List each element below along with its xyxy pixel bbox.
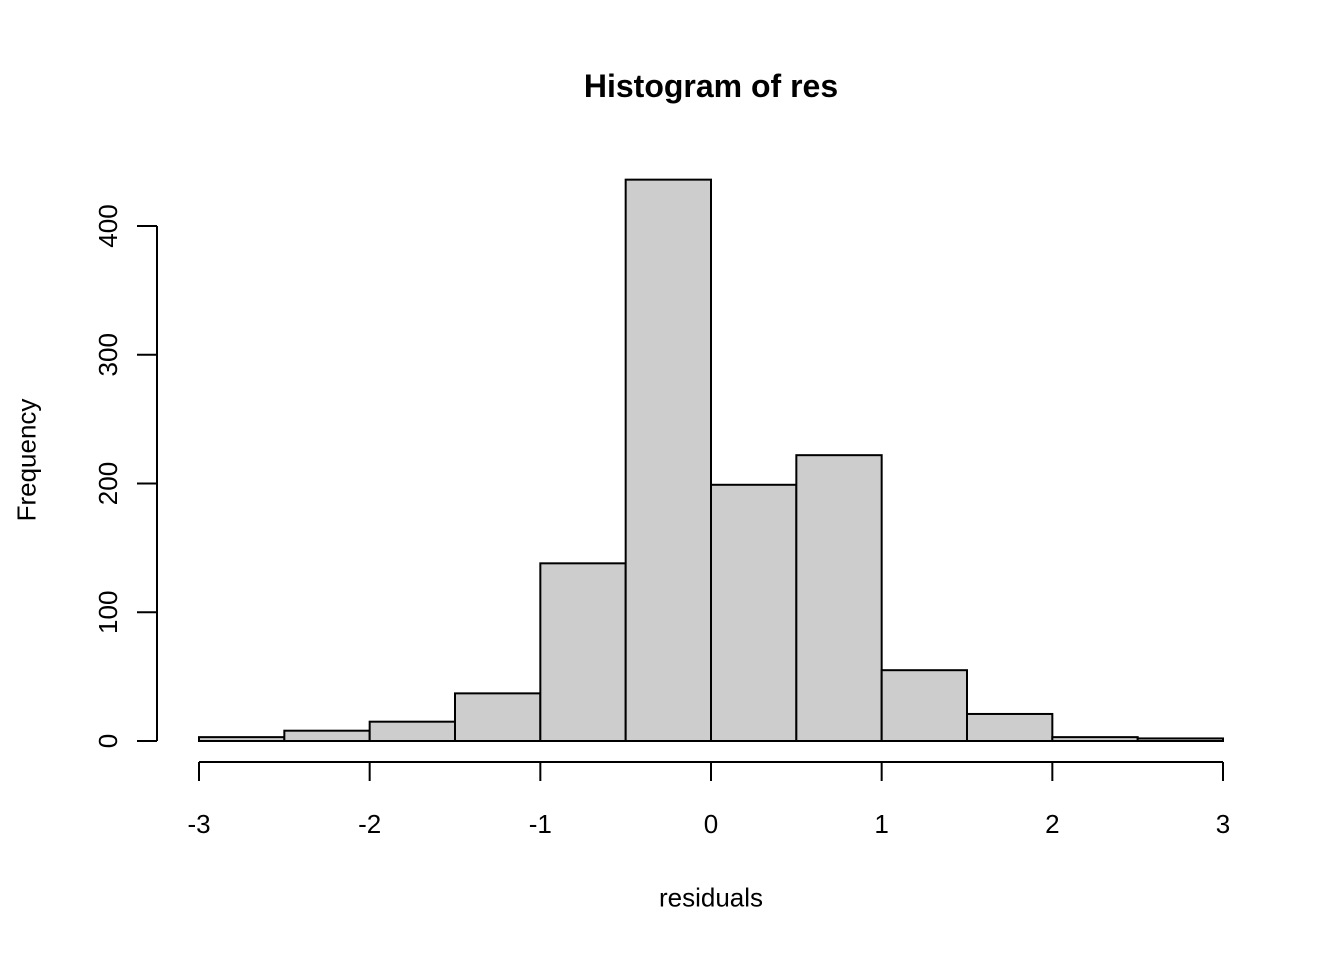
histogram-bar (198, 736, 286, 743)
x-tick-label: -3 (187, 809, 210, 839)
histogram-bar (368, 720, 456, 742)
histogram-bar (624, 178, 713, 742)
x-tick-label: -2 (358, 809, 381, 839)
histogram-bar (454, 692, 542, 742)
histogram-bar (966, 712, 1054, 743)
histogram-bar (710, 483, 798, 742)
histogram-bar (283, 729, 371, 743)
x-axis-label: residuals (658, 882, 764, 913)
y-axis-label: Frequency (11, 398, 42, 522)
x-tick-label: 3 (1216, 809, 1230, 839)
y-tick-label: 200 (93, 462, 123, 505)
y-tick-label: 100 (93, 591, 123, 634)
x-tick-label: 1 (874, 809, 888, 839)
chart-title: Histogram of res (583, 68, 839, 104)
histogram-bar (880, 669, 969, 742)
y-tick-label: 0 (93, 734, 123, 748)
x-tick-label: 0 (704, 809, 718, 839)
histogram-bar (795, 454, 883, 742)
y-tick-label: 400 (93, 204, 123, 247)
y-tick-label: 300 (93, 333, 123, 376)
x-tick-label: -1 (529, 809, 552, 839)
x-tick-label: 2 (1045, 809, 1059, 839)
histogram-bar (1136, 737, 1224, 742)
histogram-bar (1051, 736, 1139, 743)
histogram-bar (539, 562, 627, 743)
